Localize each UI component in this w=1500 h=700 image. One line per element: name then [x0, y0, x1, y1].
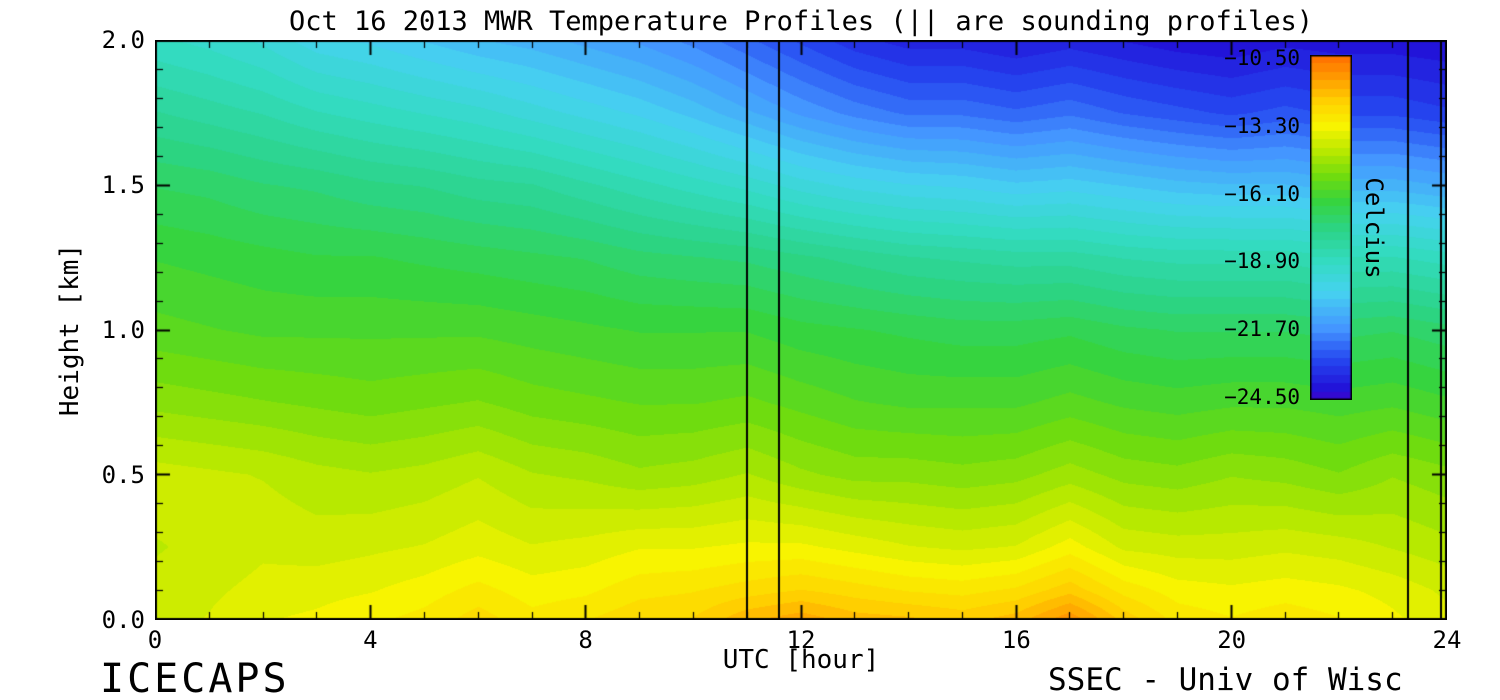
y-tick-label: 2.0	[101, 26, 145, 54]
colorbar-title: Celcius	[1360, 176, 1388, 279]
x-tick-label: 4	[363, 626, 378, 654]
x-axis-title: UTC [hour]	[722, 645, 880, 675]
y-tick-label: 0.0	[101, 606, 145, 634]
x-tick-label: 8	[578, 626, 593, 654]
plot-area: 0 4 8 12 16 20 24 2.0 1.5 1.0 0.5 0.0	[102, 26, 1462, 654]
x-tick-label: 20	[1217, 626, 1247, 654]
colorbar-tick-label: −24.50	[1224, 384, 1300, 409]
credit-label: SSEC - Univ of Wisc	[1048, 662, 1403, 698]
colorbar-tick-label: −16.10	[1224, 181, 1300, 206]
colorbar: −10.50 −13.30 −16.10 −18.90 −21.70 −24.5…	[1224, 46, 1388, 408]
temperature-heatmap	[155, 40, 1447, 620]
chart-title: Oct 16 2013 MWR Temperature Profiles (||…	[288, 6, 1314, 37]
colorbar-tick-label: −10.50	[1224, 46, 1300, 71]
y-tick-label: 1.0	[101, 316, 145, 344]
project-label: ICECAPS	[100, 656, 290, 700]
y-tick-label: 1.5	[101, 171, 145, 199]
y-tick-label: 0.5	[101, 461, 145, 489]
x-tick-label: 16	[1001, 626, 1031, 654]
x-tick-label: 0	[147, 626, 163, 654]
x-tick-label: 12	[786, 626, 816, 654]
colorbar-tick-label: −18.90	[1224, 249, 1300, 274]
colorbar-tick-label: −21.70	[1224, 316, 1300, 341]
colorbar-tick-label: −13.30	[1224, 114, 1300, 139]
x-tick-label: 24	[1432, 626, 1462, 654]
y-axis-title: Height [km]	[55, 243, 85, 417]
colorbar-gradient	[1310, 55, 1352, 400]
